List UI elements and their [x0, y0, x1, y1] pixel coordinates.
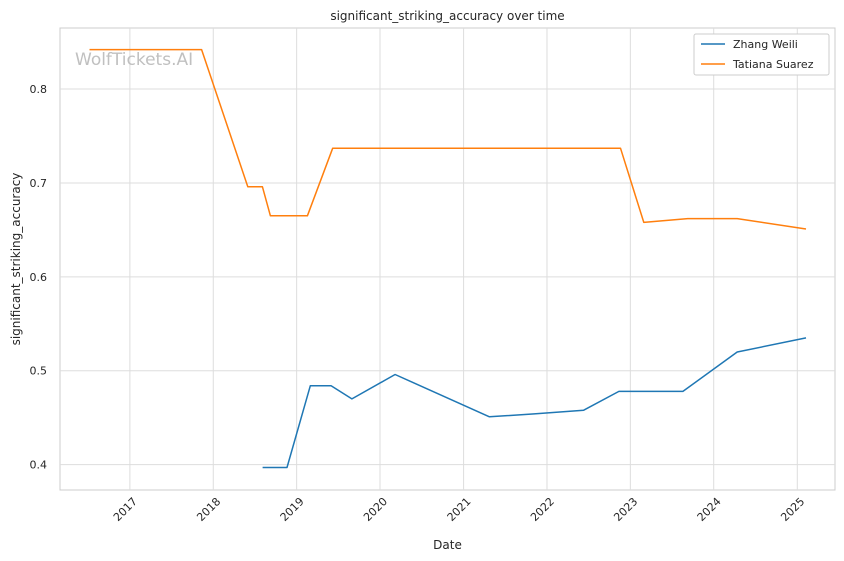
x-tick-label-2025: 2025 — [778, 495, 807, 524]
legend-label-tatiana-suarez: Tatiana Suarez — [732, 58, 814, 71]
x-tick-label-2020: 2020 — [361, 495, 390, 524]
plot-area — [59, 27, 836, 491]
y-tick-label-0.6: 0.6 — [30, 271, 48, 284]
watermark: WolfTickets.AI — [75, 50, 193, 70]
y-tick-label-0.8: 0.8 — [30, 83, 48, 96]
x-tick-label-2019: 2019 — [278, 495, 307, 524]
series-line-tatiana-suarez — [89, 48, 807, 230]
legend-box — [693, 33, 830, 76]
x-axis-title: Date — [433, 538, 462, 552]
x-tick-label-2018: 2018 — [194, 495, 223, 524]
y-gridlines — [60, 88, 835, 466]
series-lines — [89, 48, 807, 469]
chart-title: significant_striking_accuracy over time — [330, 9, 564, 23]
legend-label-zhang-weili: Zhang Weili — [733, 38, 798, 51]
series-line-zhang-weili — [262, 337, 807, 469]
x-tick-label-2021: 2021 — [445, 495, 474, 524]
y-tick-label-0.7: 0.7 — [30, 177, 48, 190]
y-tick-label-0.5: 0.5 — [30, 365, 48, 378]
x-tick-label-2017: 2017 — [111, 495, 140, 524]
y-tick-label-0.4: 0.4 — [30, 459, 48, 472]
x-tick-label-2022: 2022 — [528, 495, 557, 524]
x-gridlines — [129, 28, 798, 490]
x-tick-label-2024: 2024 — [695, 495, 724, 524]
y-axis-title: significant_striking_accuracy — [9, 173, 23, 346]
y-tick-labels: 0.4 0.5 0.6 0.7 0.8 — [30, 83, 48, 472]
legend: Zhang Weili Tatiana Suarez — [693, 33, 830, 76]
x-tick-labels: 2017 2018 2019 2020 2021 2022 2023 2024 2025 — [111, 495, 807, 524]
x-tick-label-2023: 2023 — [611, 495, 640, 524]
